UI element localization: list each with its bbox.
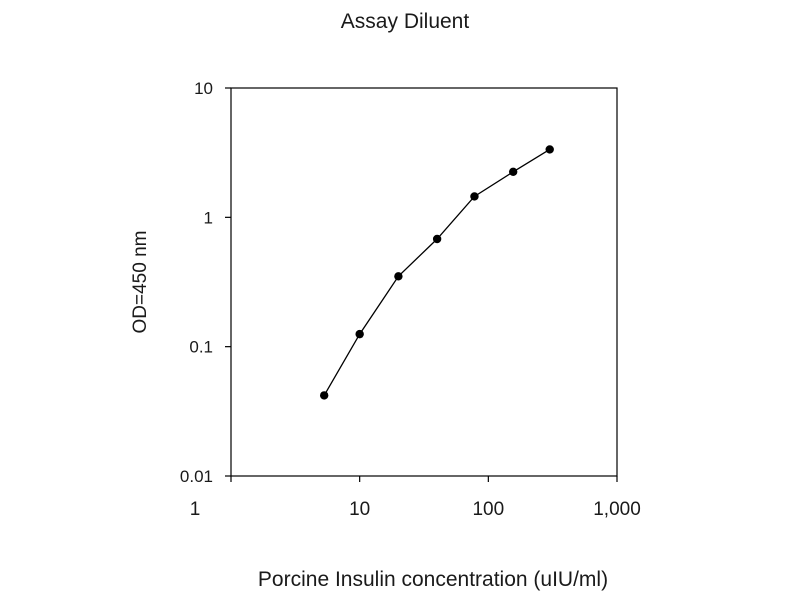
x-tick-label: 1 [190, 499, 201, 520]
x-axis-ticks: 1 10 100 1,000 [190, 476, 641, 520]
data-point [355, 329, 364, 339]
x-tick-label: 1,000 [593, 499, 641, 520]
data-point [545, 145, 554, 154]
data-point [470, 192, 479, 201]
y-axis-ticks: 0.01 0.1 1 10 [180, 79, 231, 486]
data-point [432, 234, 442, 244]
data-point [319, 391, 329, 400]
series-layer [319, 145, 554, 400]
x-tick-label: 10 [349, 499, 370, 520]
data-point [394, 272, 403, 281]
y-tick-label: 1 [204, 208, 213, 227]
plot-frame [230, 87, 618, 477]
y-axis-label: OD=450 nm [130, 231, 151, 334]
y-tick-label: 0.01 [180, 467, 213, 486]
chart-title: Assay Diluent [341, 10, 470, 33]
series-line [323, 148, 551, 396]
data-point [508, 167, 518, 176]
y-tick-label: 0.1 [189, 338, 213, 357]
y-tick-label: 10 [194, 79, 213, 98]
x-tick-label: 100 [472, 499, 504, 520]
x-axis-label: Porcine Insulin concentration (uIU/ml) [258, 568, 608, 591]
